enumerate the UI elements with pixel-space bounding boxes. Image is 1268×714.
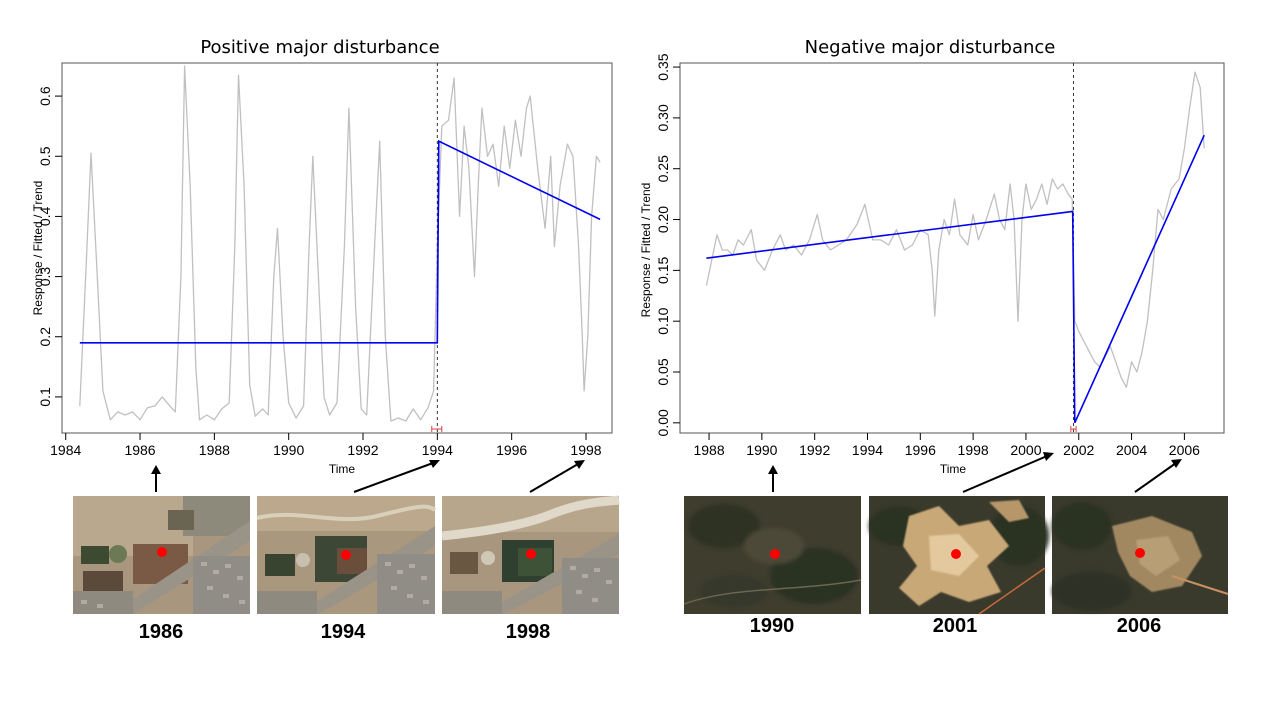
chart-positive-disturbance: Positive major disturbance 0.10.20.30.40… [31,37,613,476]
y-axis-label: Response / Fitted / Trend [639,183,653,318]
response-series-line [705,71,1205,388]
x-tick-label: 1990 [273,442,304,458]
x-tick-label: 1990 [746,442,777,458]
x-tick-label: 1994 [852,442,883,458]
y-tick-label: 0.30 [655,104,671,131]
location-marker [770,549,780,559]
arrow-1998 [529,460,585,493]
x-tick-label: 1994 [422,442,453,458]
x-tick-label: 1998 [958,442,989,458]
y-tick-label: 0.5 [37,146,53,166]
satellite-image-1986 [73,496,250,614]
plot-frame [679,62,1225,434]
fitted-trend-line [79,139,601,344]
x-axis: 1984 1986 1988 1990 1992 1994 1996 1998 [50,433,602,458]
y-tick-label: 0.1 [37,387,53,407]
y-tick-label: 0.05 [655,358,671,385]
year-label: 1998 [506,621,551,643]
location-marker [157,547,167,557]
x-tick-label: 1992 [347,442,378,458]
location-marker [526,549,536,559]
arrow-2006 [1134,459,1182,493]
y-axis-label: Response / Fitted / Trend [31,181,45,316]
x-tick-label: 1996 [496,442,527,458]
fitted-trend-line [706,134,1205,424]
x-tick-label: 2004 [1116,442,1147,458]
x-tick-label: 1992 [799,442,830,458]
plot-area [79,63,601,433]
breakpoint-confidence-interval [431,426,443,432]
response-series-line [79,65,601,422]
y-tick-label: 0.00 [655,409,671,436]
year-label: 2001 [933,615,978,637]
x-tick-label: 1996 [905,442,936,458]
satellite-image-2006 [1052,496,1229,614]
pointer-arrows [151,452,1182,493]
year-label: 1990 [750,615,795,637]
satellite-image-1994 [256,496,437,614]
image-strip-negative: 1990 2001 [683,496,1229,637]
y-axis: 0.00 0.05 0.10 0.15 0.20 0.25 0.30 0.35 [655,53,680,436]
x-tick-label: 2000 [1010,442,1041,458]
x-axis: 1988 1990 1992 1994 1996 1998 2000 2002 2004 2006 [693,433,1200,458]
y-tick-label: 0.10 [655,307,671,334]
x-tick-label: 1998 [570,442,601,458]
plot-frame [61,62,613,434]
location-marker [341,550,351,560]
location-marker [951,549,961,559]
x-axis-label: Time [329,462,356,476]
chart-title: Negative major disturbance [805,37,1056,58]
location-marker [1135,548,1145,558]
y-tick-label: 0.4 [37,206,53,226]
x-axis-label: Time [940,462,967,476]
x-tick-label: 1988 [693,442,724,458]
image-strip-positive: 1986 1994 [73,495,620,643]
arrow-1990 [768,465,778,492]
x-tick-label: 2002 [1063,442,1094,458]
y-tick-label: 0.3 [37,267,53,287]
chart-negative-disturbance: Negative major disturbance 0.000.050.100… [639,37,1225,476]
arrow-1994 [353,460,440,493]
satellite-image-2001 [869,496,1049,615]
x-tick-label: 1984 [50,442,81,458]
x-tick-label: 1986 [124,442,155,458]
satellite-image-1998 [441,495,620,614]
x-tick-label: 2006 [1169,442,1200,458]
chart-title: Positive major disturbance [200,37,439,58]
y-tick-label: 0.35 [655,53,671,80]
y-tick-label: 0.2 [37,327,53,347]
arrow-1986 [151,465,161,492]
y-tick-label: 0.15 [655,257,671,284]
satellite-image-1990 [683,496,862,614]
plot-area [705,63,1205,433]
year-label: 1986 [139,621,184,643]
arrow-2001 [962,452,1054,493]
y-axis: 0.1 0.2 0.3 0.4 0.5 0.6 [37,86,62,407]
breakpoint-confidence-interval [1070,426,1077,432]
x-tick-label: 1988 [199,442,230,458]
year-label: 2006 [1117,615,1162,637]
y-tick-label: 0.25 [655,155,671,182]
y-tick-label: 0.6 [37,86,53,106]
y-tick-label: 0.20 [655,206,671,233]
year-label: 1994 [321,621,366,643]
